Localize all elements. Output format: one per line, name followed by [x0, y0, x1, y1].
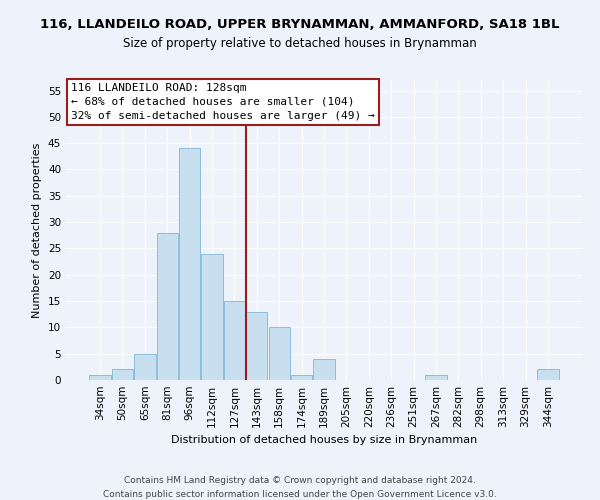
X-axis label: Distribution of detached houses by size in Brynamman: Distribution of detached houses by size …	[171, 436, 477, 446]
Text: Contains public sector information licensed under the Open Government Licence v3: Contains public sector information licen…	[103, 490, 497, 499]
Bar	[246, 312, 268, 380]
Text: Contains HM Land Registry data © Crown copyright and database right 2024.: Contains HM Land Registry data © Crown c…	[124, 476, 476, 485]
Text: 116 LLANDEILO ROAD: 128sqm
← 68% of detached houses are smaller (104)
32% of sem: 116 LLANDEILO ROAD: 128sqm ← 68% of deta…	[71, 83, 375, 121]
Bar	[269, 328, 290, 380]
Text: 116, LLANDEILO ROAD, UPPER BRYNAMMAN, AMMANFORD, SA18 1BL: 116, LLANDEILO ROAD, UPPER BRYNAMMAN, AM…	[40, 18, 560, 30]
Bar	[157, 232, 178, 380]
Bar	[112, 370, 133, 380]
Bar	[224, 301, 245, 380]
Text: Size of property relative to detached houses in Brynamman: Size of property relative to detached ho…	[123, 38, 477, 51]
Bar	[202, 254, 223, 380]
Bar	[89, 374, 111, 380]
Bar	[134, 354, 155, 380]
Bar	[425, 374, 446, 380]
Bar	[537, 370, 559, 380]
Bar	[291, 374, 312, 380]
Y-axis label: Number of detached properties: Number of detached properties	[32, 142, 43, 318]
Bar	[313, 359, 335, 380]
Bar	[179, 148, 200, 380]
